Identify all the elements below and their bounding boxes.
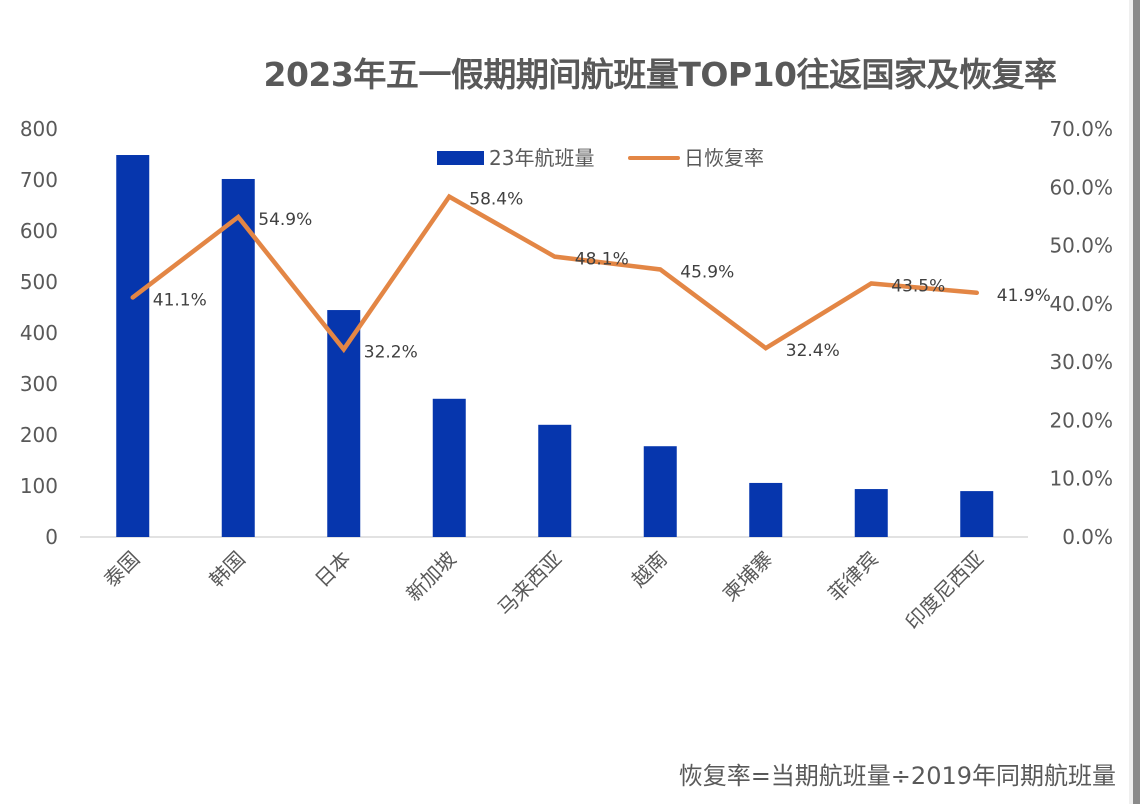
bar [432,398,466,537]
data-label: 54.9% [258,210,312,230]
chart-title: 2023年五一假期期间航班量TOP10往返国家及恢复率 [263,55,1057,94]
data-label: 43.5% [891,276,945,296]
category-label: 新加坡 [401,547,460,606]
right-axis-tick-label: 10.0% [1049,467,1113,491]
left-axis-tick-label: 100 [20,474,58,498]
bar [538,424,572,537]
right-axis-tick-label: 60.0% [1049,175,1113,199]
right-axis-tick-label: 30.0% [1049,350,1113,374]
bar [221,178,255,538]
bar [327,310,361,537]
scrollbar-track[interactable] [1129,0,1133,804]
right-axis-tick-label: 40.0% [1049,292,1113,316]
category-label: 菲律宾 [823,547,882,606]
right-axis-tick-label: 20.0% [1049,408,1113,432]
category-label: 泰国 [99,547,144,592]
category-label: 韩国 [205,547,250,592]
bar [854,489,888,537]
data-label: 48.1% [575,250,629,270]
left-axis-tick-label: 500 [20,270,58,294]
left-axis-tick-label: 0 [45,525,58,549]
left-axis-tick-label: 800 [20,117,58,141]
legend-bar-label: 23年航班量 [489,146,594,170]
data-label: 45.9% [680,262,734,282]
right-axis-tick-label: 50.0% [1049,234,1113,258]
data-label: 41.9% [997,286,1051,306]
line-series [130,193,979,354]
category-label: 柬埔寨 [718,547,777,606]
bar [960,491,994,537]
left-axis-tick-label: 300 [20,372,58,396]
right-axis-tick-label: 0.0% [1062,525,1113,549]
category-label: 印度尼西亚 [901,547,989,635]
left-axis-tick-label: 200 [20,423,58,447]
bar [749,482,783,537]
legend: 23年航班量 日恢复率 [437,146,764,170]
bar [116,155,150,537]
left-axis-tick-label: 400 [20,321,58,345]
data-label: 32.2% [364,342,418,362]
legend-line-label: 日恢复率 [684,146,764,170]
category-label: 马来西亚 [493,547,567,621]
data-label: 41.1% [153,290,207,310]
data-label: 58.4% [469,190,523,210]
category-label: 越南 [627,547,672,592]
legend-bar-swatch [437,151,484,165]
recovery-line [130,193,979,354]
footnote: 恢复率=当期航班量÷2019年同期航班量 [678,762,1116,790]
right-axis: 0.0% 10.0% 20.0% 30.0% 40.0% 50.0% 60.0% 70.0% [1049,117,1113,549]
bar [643,446,677,537]
scrollbar[interactable] [1133,0,1140,804]
right-axis-tick-label: 70.0% [1049,117,1113,141]
left-axis-tick-label: 600 [20,219,58,243]
data-labels: 41.1% 54.9% 32.2% 58.4% 48.1% 45.9% 32.4% 43.5%… [153,190,1051,363]
data-label: 32.4% [786,341,840,361]
category-labels: 泰国 韩国 日本 新加坡 马来西亚 越南 柬埔寨 菲律宾 印度尼西亚 [99,547,988,635]
left-axis: 0 100 200 300 400 500 600 700 800 [20,117,58,549]
left-axis-tick-label: 700 [20,168,58,192]
category-label: 日本 [310,547,355,592]
bar-series [116,155,994,538]
